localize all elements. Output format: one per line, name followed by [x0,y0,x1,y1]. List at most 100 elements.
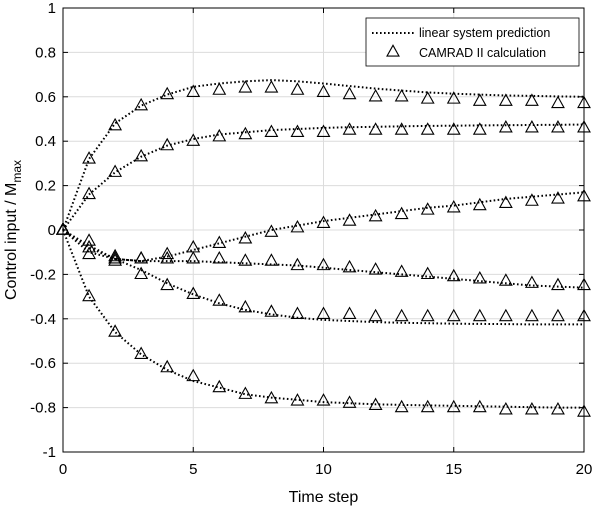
calculation-point [551,308,565,322]
calculation-point [290,219,305,233]
calculation-point [316,124,331,137]
calculation-point [472,122,487,135]
calculation-point [446,399,461,413]
x-axis-label: Time step [289,489,359,506]
calculation-point [108,164,123,177]
calculation-point [446,308,461,322]
calculation-point [108,117,123,131]
y-tick-label: -0.8 [30,400,56,417]
calculation-point [212,235,227,248]
calculation-point [82,288,96,302]
calculation-point [446,122,461,135]
y-axis-label-main: Control input / M [3,183,20,300]
legend: linear system prediction CAMRAD II calcu… [365,17,580,67]
y-axis-label-subscript: max [10,160,24,183]
calculation-point [420,399,435,413]
calculation-point [108,248,123,262]
calculation-point [160,277,175,291]
x-tick-label: 5 [189,461,197,478]
prediction-series-5 [62,229,584,326]
calculation-point [212,379,227,393]
calculation-point [420,308,435,322]
calculation-point [420,266,435,280]
calculation-point [82,246,96,260]
prediction-series-6 [62,229,584,409]
calculation-point [316,393,331,406]
calculation-point [342,86,357,100]
x-tick-label: 0 [59,461,67,478]
prediction-series-1 [62,79,585,231]
calculation-point [316,215,331,228]
calculation-point [394,264,409,277]
calculation-point [472,93,487,106]
calculation-point [238,80,253,93]
calculation-point [342,122,357,135]
y-axis-label: Control input / Mmax [3,160,24,300]
calculation-point [212,82,227,95]
calculation-point [498,120,513,133]
calculation-point [551,120,565,133]
calculation-point [472,271,487,284]
calculation-point [420,202,435,215]
calculation-point [446,268,461,282]
calculation-point [160,251,175,264]
calculation-point [82,186,96,200]
calculation-point [394,399,409,413]
y-tick-label: -0.4 [30,311,56,328]
calculation-point [186,133,201,146]
calculation-point [134,148,149,162]
legend-calculation-label: CAMRAD II calculation [419,46,546,60]
calculation-point [524,120,539,133]
calculation-point [498,93,513,106]
calculation-point [108,251,123,264]
calculation-point [420,122,435,135]
x-tick-label: 20 [576,461,592,478]
calculation-point [524,193,539,206]
calculation-point [82,239,96,253]
calculation-point [342,306,357,320]
y-tick-label: 0 [48,222,56,239]
calculation-point [368,262,383,275]
calculation-point [498,401,513,415]
calculation-point [498,308,513,322]
calculation-point [82,233,96,246]
calculation-point [264,253,279,266]
prediction-series-4 [62,229,585,289]
calculation-point [316,257,331,271]
calculation-point [498,195,513,209]
calculation-point [551,401,565,415]
calculation-point [160,137,175,151]
calculation-point [368,88,383,102]
calculation-point [134,97,149,111]
calculation-point [186,286,201,300]
calculation-point [212,293,227,306]
calculation-point [134,251,149,264]
y-tick-label: -0.2 [30,266,56,283]
calculation-point [368,208,383,222]
prediction-series-3 [62,191,585,263]
calculation-point [420,91,435,104]
calculation-point [238,126,253,140]
calculation-point [290,306,305,320]
calculation-point [524,93,539,106]
y-tick-label: 0.2 [35,178,56,195]
calculation-point [264,124,279,137]
calculation-point [368,122,383,135]
calculation-point [342,213,357,226]
calculation-point [290,82,305,95]
y-tick-label: -0.6 [30,355,56,372]
prediction-series-2 [62,123,585,231]
calculation-point [394,122,409,135]
calculation-point [264,390,279,404]
calculation-point [394,88,409,102]
calculation-point [472,308,487,322]
calculation-point [290,124,305,137]
calculation-point [446,199,461,213]
y-tick-label: -1 [43,444,56,461]
calculation-point [394,308,409,322]
calculation-point [316,84,331,98]
calculation-point [316,306,331,320]
calculation-point [238,253,253,266]
prediction-lines [62,79,585,409]
